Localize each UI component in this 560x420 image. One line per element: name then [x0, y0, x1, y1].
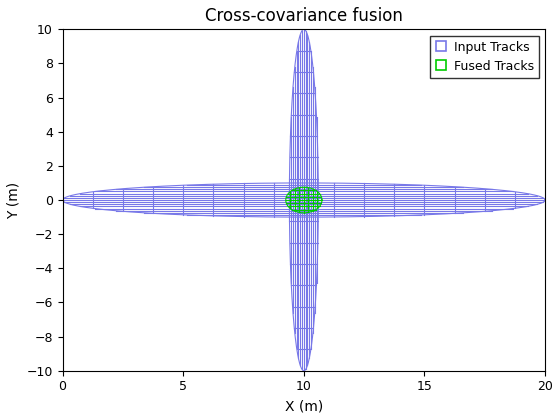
Fused Tracks: [319, 199, 325, 204]
Input Tracks: [540, 200, 547, 205]
Fused Tracks: [319, 197, 325, 202]
Input Tracks: [408, 213, 415, 218]
Legend: Input Tracks, Fused Tracks: Input Tracks, Fused Tracks: [430, 36, 539, 78]
X-axis label: X (m): X (m): [284, 399, 323, 413]
Fused Tracks: [282, 196, 289, 201]
Line: Fused Tracks: Fused Tracks: [286, 187, 322, 213]
Input Tracks: [300, 181, 306, 186]
Input Tracks: [60, 196, 67, 201]
Input Tracks: [103, 207, 110, 213]
Input Tracks: [62, 195, 68, 200]
Input Tracks: [542, 197, 548, 202]
Fused Tracks: [301, 210, 307, 215]
Input Tracks: [300, 215, 306, 220]
Fused Tracks: [319, 197, 325, 202]
Fused Tracks: [301, 185, 307, 190]
Y-axis label: Y (m): Y (m): [7, 181, 21, 218]
Fused Tracks: [309, 209, 315, 214]
Fused Tracks: [283, 201, 290, 206]
Line: Input Tracks: Input Tracks: [63, 183, 545, 217]
Title: Cross-covariance fusion: Cross-covariance fusion: [205, 7, 403, 25]
Input Tracks: [68, 202, 74, 207]
Input Tracks: [542, 197, 548, 202]
Fused Tracks: [283, 196, 290, 201]
Fused Tracks: [286, 205, 292, 210]
